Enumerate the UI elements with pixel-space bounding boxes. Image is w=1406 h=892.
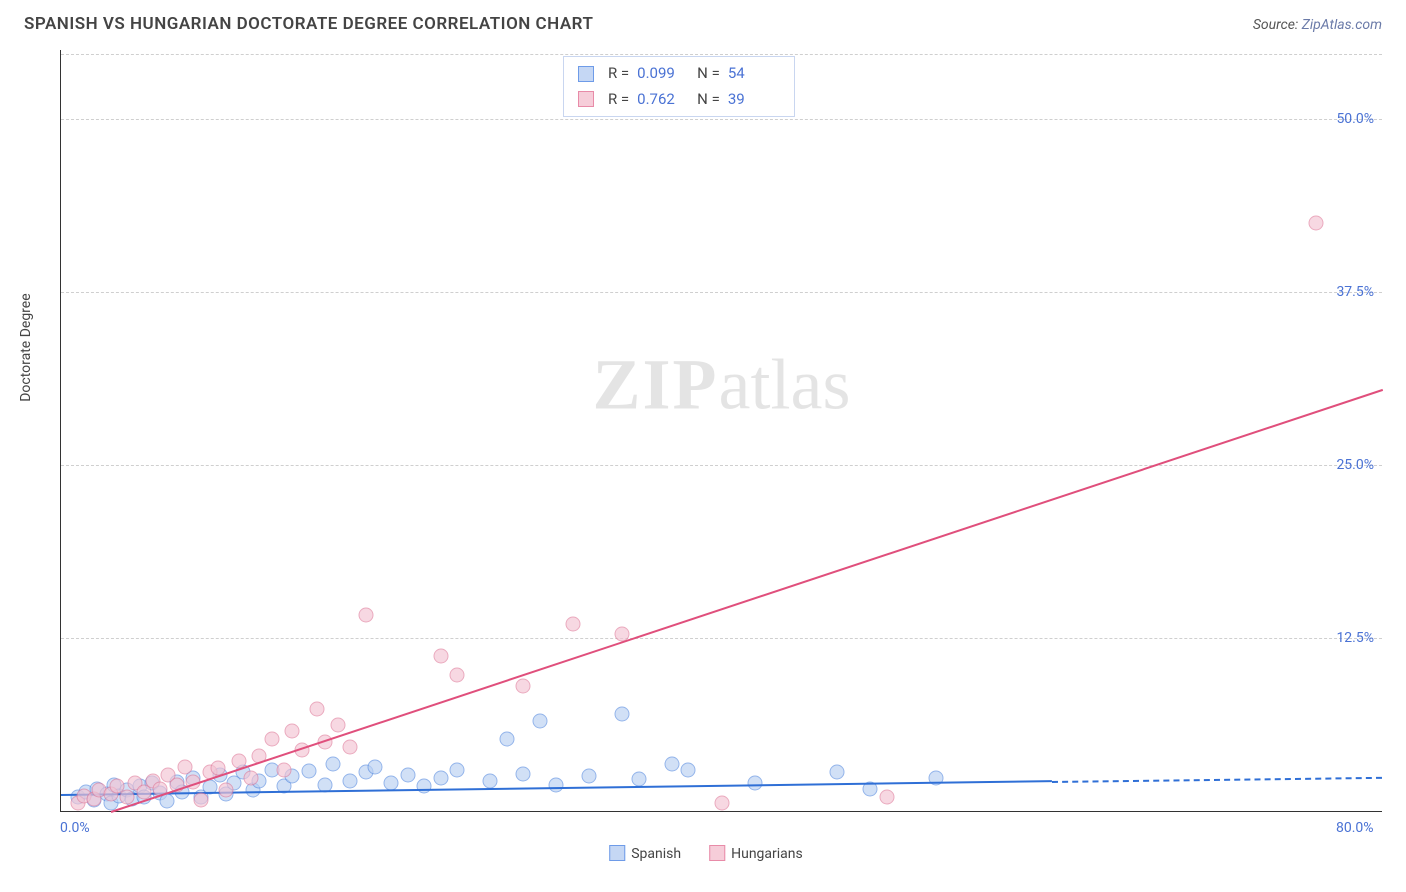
- data-point: [631, 772, 646, 787]
- data-point: [301, 763, 316, 778]
- stats-legend-row: R = 0.099 N = 54: [578, 61, 780, 87]
- data-point: [276, 762, 291, 777]
- stat-r-label: R =: [608, 87, 629, 113]
- data-point: [1308, 215, 1323, 230]
- data-point: [516, 679, 531, 694]
- data-point: [219, 783, 234, 798]
- series-legend-label: Hungarians: [731, 846, 803, 862]
- source-value: ZipAtlas.com: [1302, 17, 1382, 33]
- grid-line: [61, 292, 1382, 293]
- data-point: [331, 718, 346, 733]
- y-axis-label: Doctorate Degree: [18, 293, 34, 401]
- data-point: [565, 617, 580, 632]
- data-point: [532, 714, 547, 729]
- chart-title: SPANISH VS HUNGARIAN DOCTORATE DEGREE CO…: [24, 14, 593, 34]
- stats-legend-row: R = 0.762 N = 39: [578, 87, 780, 113]
- stats-legend: R = 0.099 N = 54 R = 0.762 N = 39: [563, 56, 795, 117]
- data-point: [326, 756, 341, 771]
- stat-n-value: 54: [728, 61, 780, 87]
- watermark: ZIPatlas: [593, 343, 851, 426]
- y-tick-label: 50.0%: [1336, 111, 1374, 127]
- x-tick-label: 80.0%: [1336, 820, 1374, 836]
- data-point: [194, 792, 209, 807]
- data-point: [177, 759, 192, 774]
- source-label: Source:: [1253, 17, 1298, 33]
- legend-swatch: [578, 66, 594, 82]
- data-point: [367, 759, 382, 774]
- data-point: [549, 777, 564, 792]
- data-point: [342, 740, 357, 755]
- watermark-bold: ZIP: [593, 344, 719, 424]
- chart-area: Doctorate Degree ZIPatlas R =0.099N =54R…: [30, 50, 1382, 862]
- data-point: [714, 795, 729, 810]
- grid-line: [61, 638, 1382, 639]
- legend-swatch: [578, 91, 594, 107]
- grid-line: [61, 465, 1382, 466]
- data-point: [499, 732, 514, 747]
- series-legend-label: Spanish: [631, 846, 681, 862]
- data-point: [450, 762, 465, 777]
- data-point: [681, 762, 696, 777]
- watermark-rest: atlas: [719, 344, 851, 424]
- data-point: [879, 790, 894, 805]
- data-point: [400, 768, 415, 783]
- trend-line: [1052, 776, 1382, 782]
- legend-swatch: [609, 845, 625, 861]
- y-tick-label: 25.0%: [1336, 457, 1374, 473]
- legend-swatch: [709, 845, 725, 861]
- data-point: [483, 773, 498, 788]
- series-legend-item: Hungarians: [709, 845, 803, 862]
- stat-r-label: R =: [608, 61, 629, 87]
- plot-area: ZIPatlas R = 0.099 N = 54 R = 0.762 N = 39 12.5…: [60, 50, 1382, 812]
- data-point: [309, 701, 324, 716]
- data-point: [450, 668, 465, 683]
- data-point: [615, 707, 630, 722]
- grid-line: [61, 119, 1382, 120]
- data-point: [359, 607, 374, 622]
- trend-line: [110, 389, 1382, 813]
- stat-n-label: N =: [697, 87, 720, 113]
- data-point: [243, 770, 258, 785]
- x-tick-label: 0.0%: [60, 820, 90, 836]
- data-point: [265, 732, 280, 747]
- data-point: [120, 790, 135, 805]
- data-point: [417, 779, 432, 794]
- series-legend-item: Spanish: [609, 845, 681, 862]
- data-point: [433, 649, 448, 664]
- chart-source: Source: ZipAtlas.com: [1253, 17, 1382, 33]
- data-point: [582, 769, 597, 784]
- data-point: [342, 773, 357, 788]
- grid-line: [61, 54, 1382, 55]
- stat-r-value: 0.762: [637, 87, 689, 113]
- y-tick-label: 37.5%: [1336, 284, 1374, 300]
- series-legend: Spanish Hungarians: [609, 845, 803, 862]
- stat-r-value: 0.099: [637, 61, 689, 87]
- stat-n-value: 39: [728, 87, 780, 113]
- data-point: [664, 756, 679, 771]
- data-point: [285, 723, 300, 738]
- y-tick-label: 12.5%: [1336, 630, 1374, 646]
- data-point: [433, 770, 448, 785]
- data-point: [830, 765, 845, 780]
- stat-n-label: N =: [697, 61, 720, 87]
- data-point: [516, 766, 531, 781]
